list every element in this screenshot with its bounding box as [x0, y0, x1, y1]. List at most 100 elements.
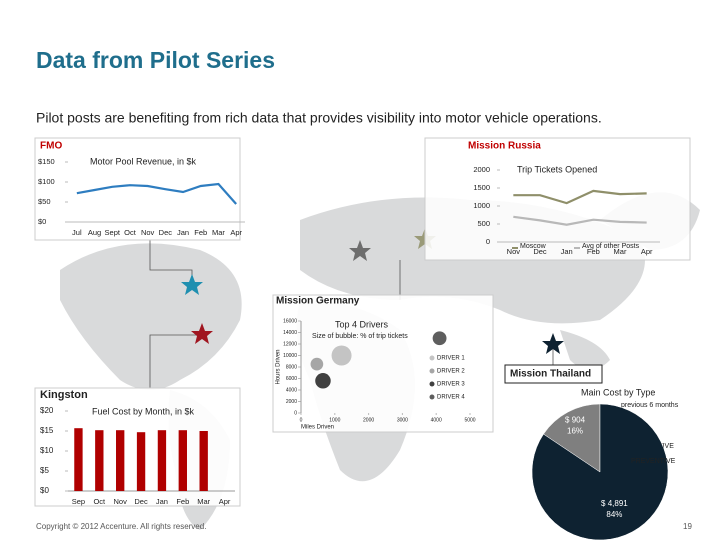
x-tick-label: 0 — [300, 417, 303, 423]
y-tick-label: $0 — [40, 486, 49, 495]
x-tick-label: 5000 — [464, 417, 475, 423]
legend-label: DRIVER 3 — [437, 382, 465, 388]
x-tick-label: Apr — [230, 228, 242, 237]
bar — [157, 430, 167, 491]
line-series — [76, 182, 237, 205]
x-tick-label: Nov — [114, 497, 128, 506]
pie-slice — [531, 403, 669, 540]
legend-swatch — [429, 381, 435, 387]
bubble — [432, 331, 447, 346]
x-tick-label: Jan — [156, 497, 168, 506]
x-tick-label: Dec — [134, 497, 148, 506]
chart-subtitle: Size of bubble: % of trip tickets — [312, 333, 408, 340]
fmo-panel — [34, 137, 241, 241]
y-tick-label: 2000 — [286, 399, 297, 405]
y-tick-label: 0 — [294, 410, 297, 416]
bar — [136, 432, 146, 491]
legend-swatch — [429, 355, 435, 361]
y-tick-label: $15 — [40, 426, 54, 435]
panel-label: Mission Germany — [276, 296, 360, 307]
panel-label: FMO — [40, 141, 62, 152]
legend-swatch — [429, 368, 435, 374]
x-tick-label: Feb — [194, 228, 207, 237]
x-axis-title: Miles Driven — [301, 425, 334, 431]
bar — [199, 431, 208, 491]
x-tick-label: Nov — [141, 228, 155, 237]
bar — [116, 430, 125, 491]
legend-swatch — [623, 458, 629, 464]
slide-title: Data from Pilot Series — [36, 47, 275, 73]
y-tick-label: 10000 — [283, 353, 297, 359]
x-tick-label: Feb — [176, 497, 189, 506]
x-tick-label: Oct — [93, 497, 106, 506]
chart-title: Top 4 Drivers — [335, 319, 389, 329]
x-tick-label: Aug — [88, 228, 101, 237]
panel-label: Kingston — [40, 389, 88, 401]
y-tick-label: 4000 — [286, 387, 297, 393]
x-tick-label: 2000 — [363, 417, 374, 423]
legend-label: PREVENTIVE — [631, 458, 676, 465]
chart-title: Fuel Cost by Month, in $k — [92, 406, 195, 416]
bubble — [315, 373, 331, 389]
slide-subtitle: Pilot posts are benefiting from rich dat… — [36, 110, 602, 126]
russia-panel — [424, 137, 691, 261]
x-tick-label: Oct — [124, 228, 137, 237]
legend-label: DRIVER 4 — [437, 395, 465, 401]
y-tick-label: 14000 — [283, 330, 297, 336]
line-series — [513, 215, 647, 226]
x-tick-label: 1000 — [329, 417, 340, 423]
y-tick-label: $20 — [40, 406, 54, 415]
y-tick-label: 8000 — [286, 364, 297, 370]
germany-panel — [272, 294, 494, 433]
legend-label: Avg of other Posts — [582, 243, 640, 250]
y-tick-label: 6000 — [286, 376, 297, 382]
page-number: 19 — [683, 522, 692, 531]
y-tick-label: 12000 — [283, 341, 297, 347]
footer: Copyright © 2012 Accenture. All rights r… — [36, 522, 206, 531]
chart-title: Main Cost by Type — [581, 387, 655, 397]
y-tick-label: 1500 — [473, 183, 490, 192]
x-tick-label: Nov — [507, 247, 521, 256]
x-tick-label: 3000 — [397, 417, 408, 423]
bar — [178, 430, 187, 491]
slice-percent-label: 16% — [567, 426, 583, 435]
panel-label: Mission Thailand — [510, 369, 591, 380]
post-stars — [181, 228, 564, 354]
chart-title: Motor Pool Revenue, in $k — [90, 156, 197, 166]
chart-title: Trip Tickets Opened — [517, 164, 597, 174]
bubble — [331, 345, 352, 366]
line-series — [513, 189, 647, 205]
bar — [74, 428, 83, 491]
x-tick-label: Mar — [212, 228, 225, 237]
y-tick-label: 1000 — [473, 201, 490, 210]
y-tick-label: 500 — [477, 219, 490, 228]
legend-label: DRIVER 1 — [437, 356, 465, 362]
x-tick-label: Sept — [105, 228, 121, 237]
y-tick-label: $50 — [38, 197, 51, 206]
y-tick-label: $100 — [38, 177, 55, 186]
y-tick-label: 0 — [486, 237, 490, 246]
x-tick-label: Apr — [641, 247, 653, 256]
x-tick-label: Dec — [533, 247, 547, 256]
chart-subtitle: previous 6 months — [621, 402, 679, 409]
x-tick-label: Mar — [197, 497, 210, 506]
thailand-label-box — [504, 364, 603, 384]
x-tick-label: Sep — [72, 497, 85, 506]
x-tick-label: Jan — [561, 247, 573, 256]
legend-swatch — [429, 394, 435, 400]
x-tick-label: Mar — [614, 247, 627, 256]
y-tick-label: 16000 — [283, 318, 297, 324]
y-tick-label: $150 — [38, 157, 55, 166]
y-tick-label: $10 — [40, 446, 54, 455]
slice-value-label: $ 904 — [565, 415, 586, 424]
slice-percent-label: 84% — [606, 510, 622, 519]
legend-label: DRIVER 2 — [437, 369, 465, 375]
x-tick-label: 4000 — [431, 417, 442, 423]
panel-label: Mission Russia — [468, 141, 541, 152]
y-tick-label: 2000 — [473, 165, 490, 174]
slice-value-label: $ 4,891 — [601, 499, 628, 508]
y-tick-label: $0 — [38, 217, 46, 226]
x-tick-label: Jan — [177, 228, 189, 237]
bubble — [310, 357, 324, 371]
